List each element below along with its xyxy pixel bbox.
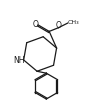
Text: O: O: [32, 20, 38, 29]
Text: NH: NH: [13, 56, 24, 65]
Text: O: O: [56, 21, 62, 30]
Text: CH₃: CH₃: [68, 20, 80, 25]
